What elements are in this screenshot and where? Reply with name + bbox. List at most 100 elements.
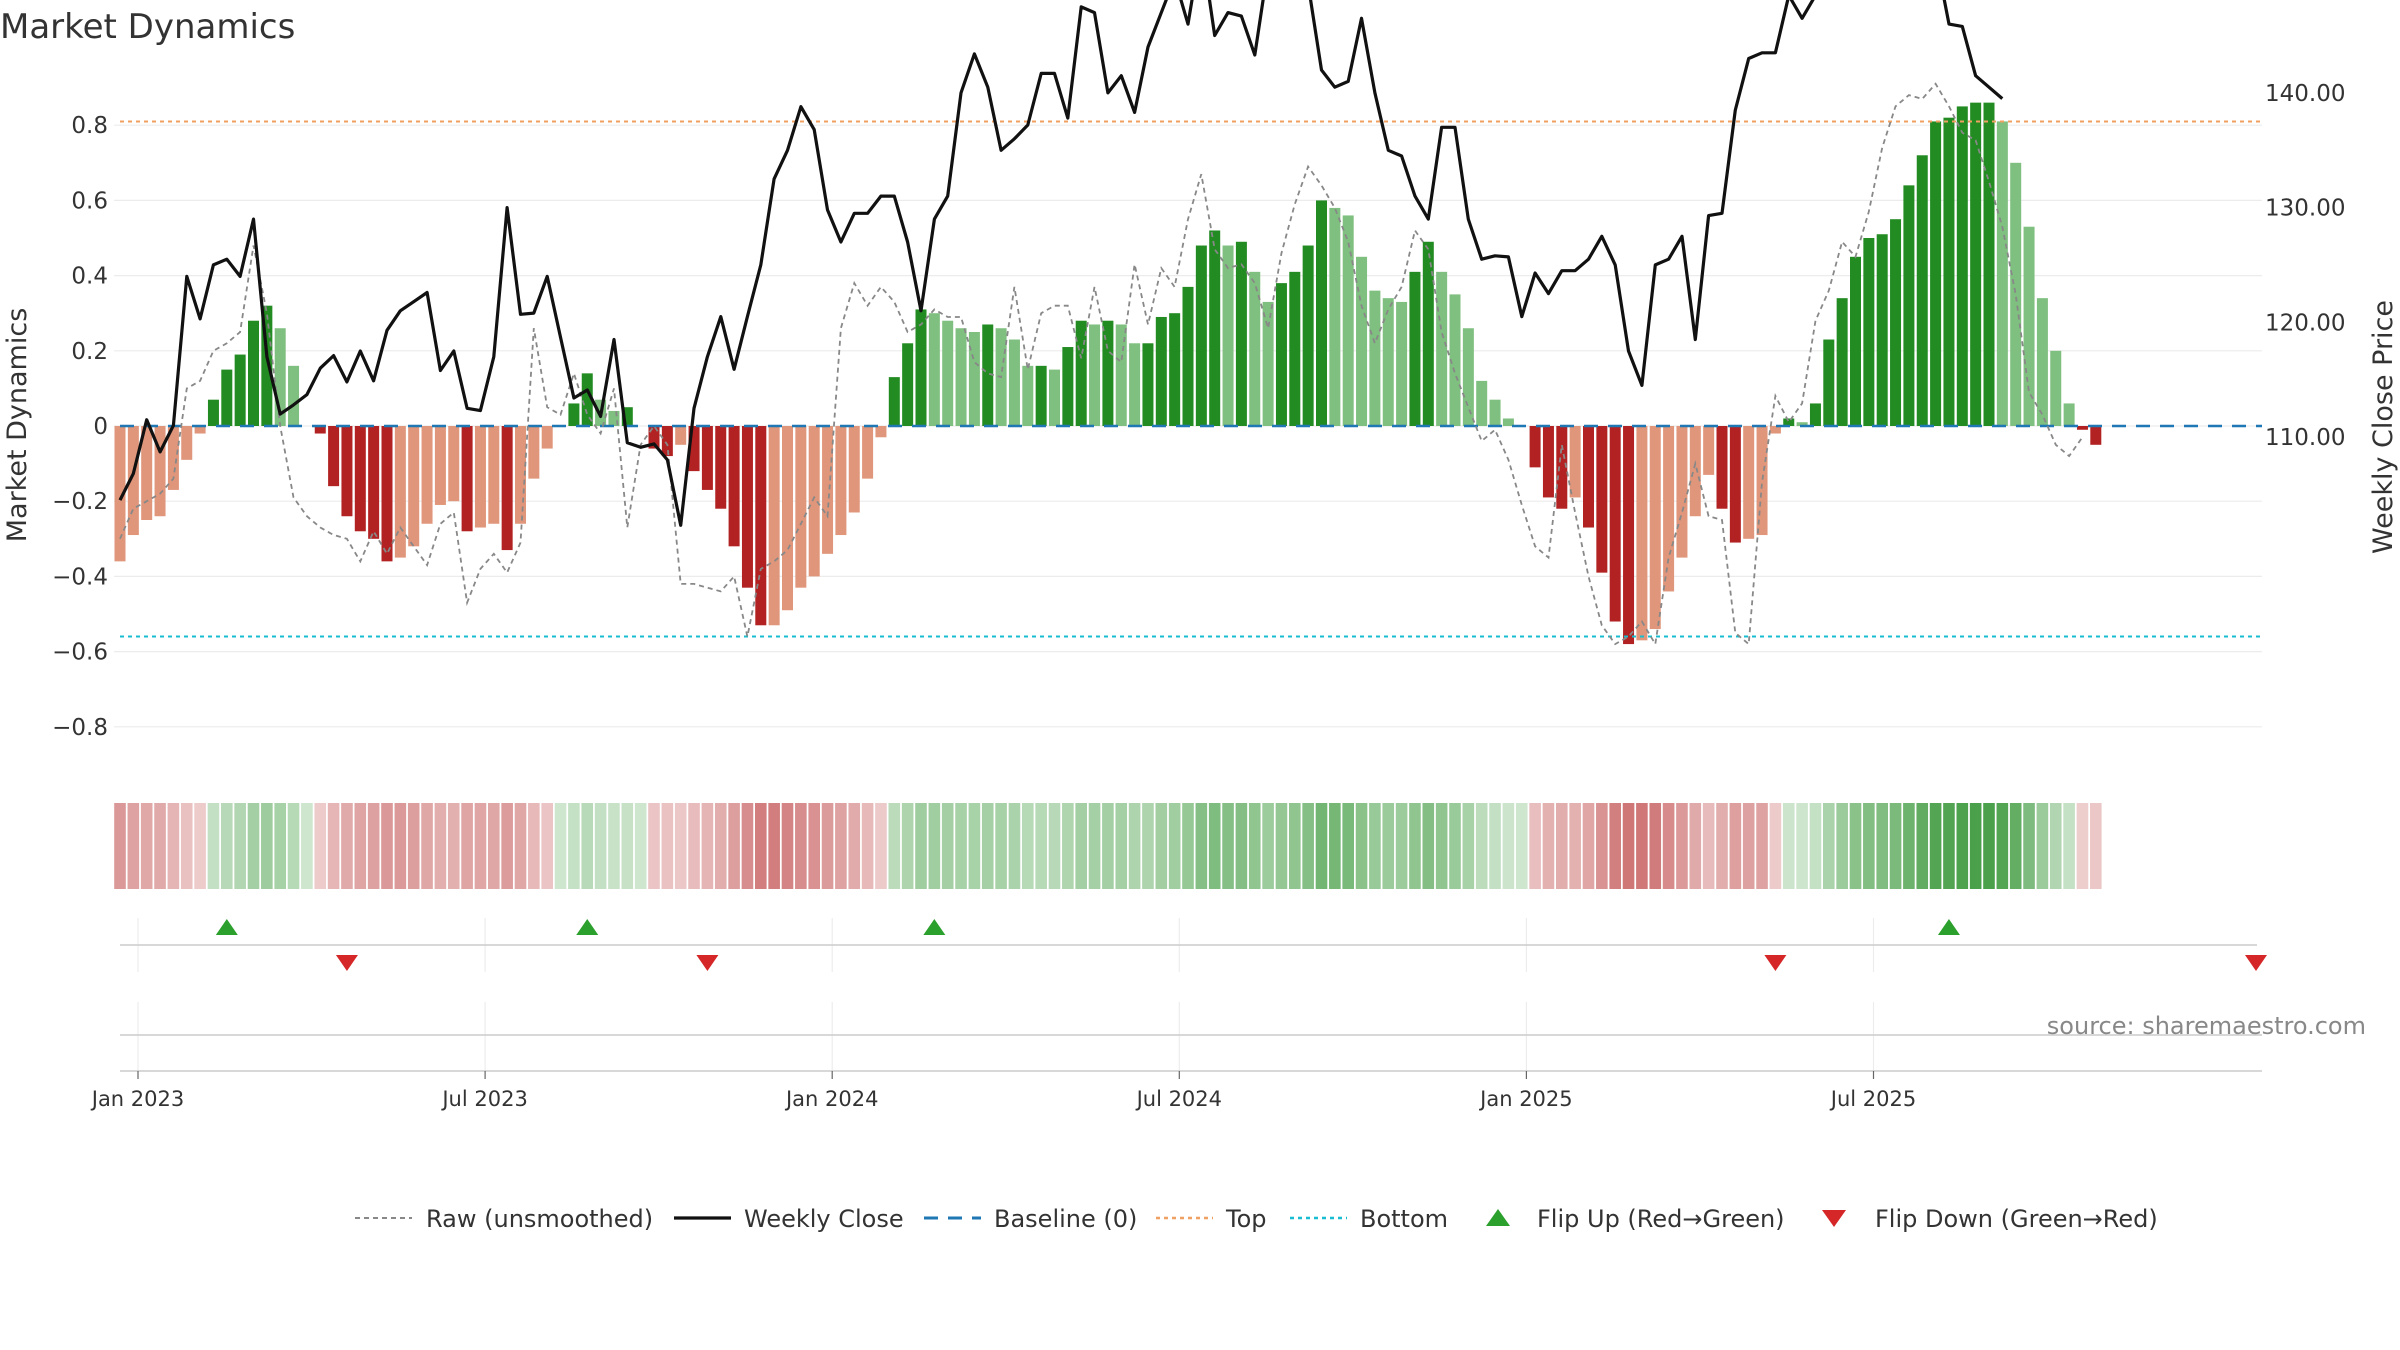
dynamics-bar [1222, 245, 1234, 426]
strip-cell [474, 803, 487, 889]
dynamics-bar [1850, 256, 1861, 426]
dynamics-bar [1809, 403, 1821, 426]
dynamics-bar [1396, 301, 1408, 426]
strip-cell [1382, 803, 1395, 889]
dynamics-bar [835, 426, 847, 536]
strip-cell [2009, 803, 2022, 889]
bottom-panel-gridlines [137, 1002, 1875, 1071]
flip-down-marker [696, 955, 719, 971]
dynamics-bar [1502, 418, 1514, 426]
dynamics-bar [1649, 426, 1661, 630]
dynamics-bar [354, 426, 366, 532]
dynamics-bar [141, 426, 153, 520]
strip-cell [1342, 803, 1354, 889]
flip-down-marker [335, 955, 358, 971]
dynamics-bar [1716, 426, 1728, 509]
strip-cell [1062, 803, 1074, 889]
dynamics-bar [1930, 121, 1942, 426]
legend-label: Flip Up (Red→Green) [1537, 1205, 1785, 1233]
dynamics-bar [675, 426, 687, 445]
strip-cell [1315, 803, 1328, 889]
x-tick-label: Jul 2024 [1135, 1087, 1222, 1111]
strip-cell [968, 803, 981, 889]
legend-item: Raw (unsmoothed) [355, 1205, 653, 1233]
strip-cell [1515, 803, 1528, 889]
dynamics-bar [1075, 320, 1087, 426]
legend-item: Flip Up (Red→Green) [1486, 1205, 1785, 1233]
strip-cell [808, 803, 820, 889]
dynamics-bar [1369, 290, 1381, 426]
dynamics-bar [274, 328, 286, 426]
dynamics-bar [1596, 426, 1608, 573]
strip-cell [1142, 803, 1154, 889]
strip-cell [1435, 803, 1448, 889]
strip-cell [714, 803, 727, 889]
strip-cell [728, 803, 740, 889]
legend-item: Flip Down (Green→Red) [1822, 1205, 2158, 1233]
dynamics-bar [1996, 121, 2008, 426]
x-tick-label: Jan 2024 [784, 1087, 879, 1111]
dynamics-bar [822, 426, 834, 554]
strip-cell [1782, 803, 1795, 889]
strip-cell [1302, 803, 1314, 889]
dynamics-bar [1169, 313, 1181, 426]
strip-cell [1048, 803, 1061, 889]
dynamics-bar [1089, 324, 1101, 426]
dynamics-bar [648, 426, 660, 449]
strip-cell [528, 803, 540, 889]
strip-cell [795, 803, 807, 889]
dynamics-bar [1756, 426, 1768, 536]
dynamics-bar [127, 426, 139, 536]
dynamics-bar [848, 426, 860, 513]
strip-cell [1863, 803, 1875, 889]
strip-cell [1689, 803, 1702, 889]
strip-cell [1676, 803, 1688, 889]
strip-cell [1662, 803, 1675, 889]
strip-cell [207, 803, 220, 889]
dynamics-bar [434, 426, 446, 505]
dynamics-bar [1943, 117, 1955, 427]
dynamics-bar [1035, 365, 1047, 426]
dynamics-bar [795, 426, 807, 588]
strip-cell [1409, 803, 1421, 889]
dynamics-bar [1489, 399, 1501, 426]
y-tick-label: 0.6 [71, 188, 108, 214]
y-axis-label: Market Dynamics [2, 308, 33, 543]
strip-cell [194, 803, 206, 889]
dynamics-bar [528, 426, 540, 479]
dynamics-bar [1729, 426, 1741, 543]
flip-up-marker [576, 919, 599, 935]
dynamics-bar [1689, 426, 1701, 517]
dynamics-bar [1422, 241, 1434, 426]
dynamics-bar [234, 354, 246, 426]
strip-cell [1542, 803, 1555, 889]
dynamics-bar [942, 320, 954, 426]
dynamics-bar [408, 426, 420, 547]
strip-cell [341, 803, 353, 889]
y2-tick-label: 120.00 [2265, 310, 2345, 336]
dynamics-bar [1409, 271, 1421, 426]
dynamics-bar [1876, 234, 1888, 426]
strip-cell [995, 803, 1007, 889]
legend-label: Flip Down (Green→Red) [1875, 1205, 2158, 1233]
dynamics-bar [2076, 426, 2088, 430]
strip-cell [1355, 803, 1368, 889]
flip-panel [120, 918, 2267, 972]
strip-cell [1796, 803, 1808, 889]
dynamics-bar [194, 426, 206, 434]
strip-cell [1262, 803, 1274, 889]
strip-cell [1769, 803, 1782, 889]
y2-tick-label: 140.00 [2265, 81, 2345, 107]
dynamics-bar [1663, 426, 1675, 592]
strip-cell [1582, 803, 1595, 889]
strip-cell [447, 803, 460, 889]
strip-cell [674, 803, 687, 889]
strip-cell [287, 803, 300, 889]
dynamics-bar [715, 426, 727, 509]
dynamics-bar [501, 426, 513, 551]
dynamics-bar [1796, 422, 1808, 426]
dynamics-bar [902, 343, 914, 426]
strip-cell [821, 803, 834, 889]
strip-cell [1222, 803, 1234, 889]
